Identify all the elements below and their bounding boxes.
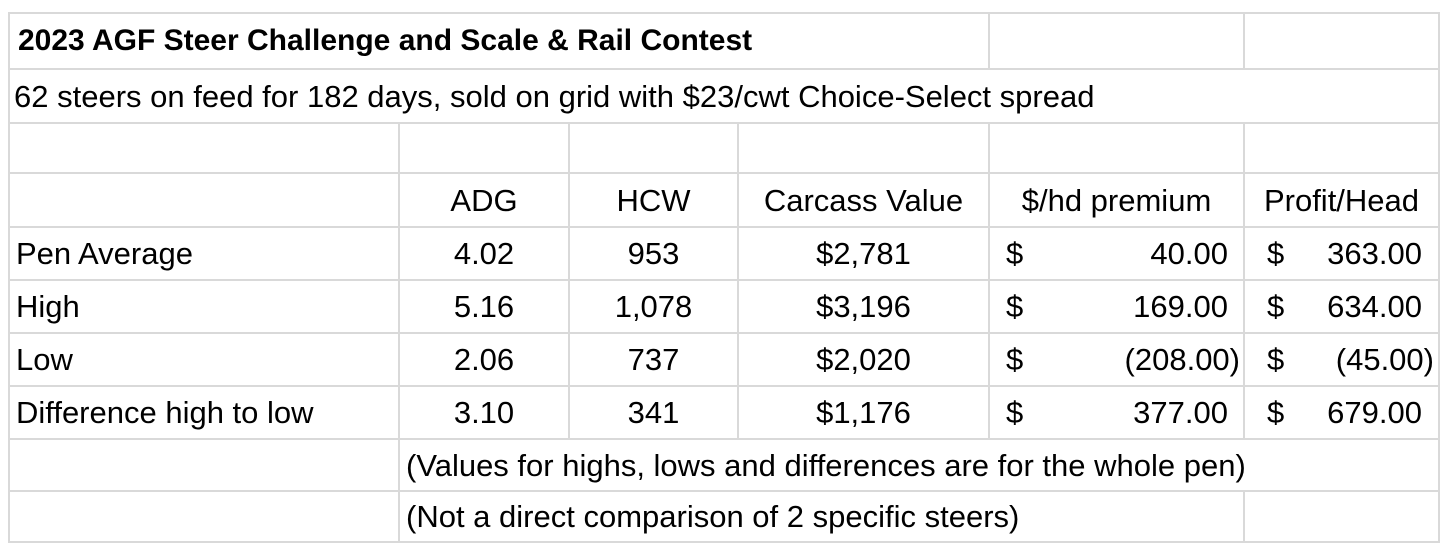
grid-line	[8, 279, 1440, 281]
sheet-title: 2023 AGF Steer Challenge and Scale & Rai…	[18, 24, 753, 57]
grid-line	[1243, 12, 1245, 68]
grid-line	[988, 12, 990, 68]
currency-symbol: $	[1006, 395, 1024, 430]
cell-carcass-value: $2,781	[816, 236, 911, 271]
header-carcass-value: Carcass Value	[763, 182, 964, 218]
cell-premium: 377.00	[1133, 395, 1228, 430]
row-label: Difference high to low	[16, 395, 314, 430]
cell-hcw: 953	[627, 236, 680, 271]
grid-line	[988, 122, 990, 438]
cell-profit-head: 679.00	[1327, 395, 1422, 430]
sheet-subtitle: 62 steers on feed for 182 days, sold on …	[14, 78, 1095, 114]
currency-symbol: $	[1267, 289, 1285, 324]
currency-symbol: $	[1267, 236, 1285, 271]
header-hcw: HCW	[616, 182, 691, 218]
header-premium: $/hd premium	[1021, 182, 1212, 218]
grid-line	[1243, 122, 1245, 438]
grid-line	[8, 172, 1440, 174]
grid-line	[568, 122, 570, 438]
note-whole-pen: (Values for highs, lows and differences …	[406, 447, 1246, 483]
cell-hcw: 1,078	[614, 289, 693, 324]
currency-symbol: $	[1006, 342, 1024, 377]
cell-profit-head: 634.00	[1327, 289, 1422, 324]
grid-line	[8, 68, 1440, 70]
grid-line	[8, 438, 1440, 440]
row-label: Low	[16, 342, 73, 377]
cell-premium: 40.00	[1150, 236, 1228, 271]
header-adg: ADG	[450, 182, 518, 218]
note-not-direct-comparison: (Not a direct comparison of 2 specific s…	[406, 499, 1020, 534]
cell-carcass-value: $1,176	[816, 395, 911, 430]
row-label: High	[16, 289, 80, 324]
cell-carcass-value: $3,196	[816, 289, 911, 324]
grid-line	[8, 12, 1440, 14]
grid-line	[8, 226, 1440, 228]
cell-carcass-value: $2,020	[816, 342, 911, 377]
grid-line	[8, 122, 1440, 124]
grid-line	[8, 12, 10, 543]
currency-symbol: $	[1267, 342, 1285, 377]
cell-adg: 5.16	[453, 289, 515, 324]
cell-adg: 2.06	[453, 342, 515, 377]
currency-symbol: $	[1006, 289, 1024, 324]
grid-line	[737, 122, 739, 438]
cell-profit-head: 363.00	[1327, 236, 1422, 271]
grid-line	[8, 490, 1440, 492]
grid-line	[8, 541, 1440, 543]
grid-line	[8, 385, 1440, 387]
row-label: Pen Average	[16, 236, 193, 271]
cell-adg: 3.10	[453, 395, 515, 430]
cell-adg: 4.02	[453, 236, 515, 271]
header-profit-head: Profit/Head	[1263, 182, 1420, 218]
currency-symbol: $	[1267, 395, 1285, 430]
cell-premium: 169.00	[1133, 289, 1228, 324]
cell-hcw: 341	[627, 395, 680, 430]
cell-premium: (208.00)	[1124, 342, 1240, 377]
grid-line	[1243, 490, 1245, 543]
grid-line	[398, 122, 400, 543]
grid-line	[8, 332, 1440, 334]
cell-hcw: 737	[627, 342, 680, 377]
cell-profit-head: (45.00)	[1335, 342, 1434, 377]
currency-symbol: $	[1006, 236, 1024, 271]
grid-line	[1438, 12, 1440, 543]
